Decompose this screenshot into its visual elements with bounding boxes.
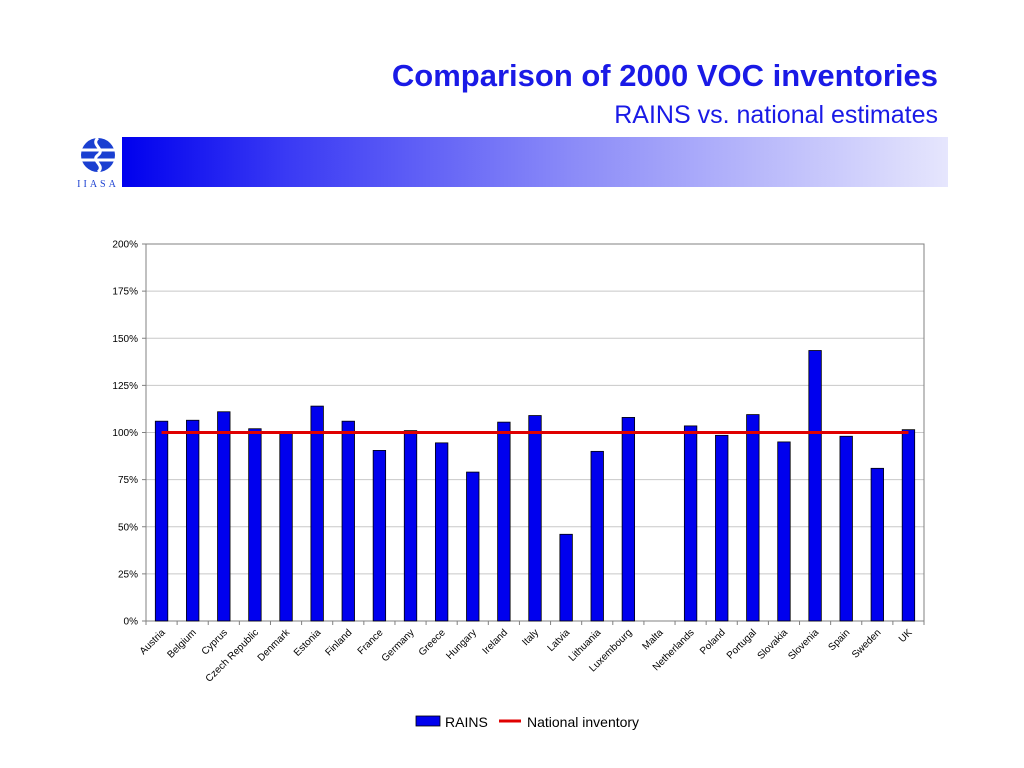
x-tick-label: Denmark: [256, 627, 293, 664]
page-subtitle: RAINS vs. national estimates: [614, 101, 938, 129]
y-axis-ticks: 0% 25% 50% 75% 100% 125% 150% 175% 200%: [112, 240, 146, 628]
bar-hungary: [466, 471, 480, 622]
bar-ireland: [497, 421, 511, 622]
x-tick-label: Sweden: [850, 627, 883, 660]
chart-legend: RAINS National inventory: [415, 714, 639, 730]
bar-france: [372, 450, 387, 622]
bar-germany: [403, 430, 418, 622]
bar-latvia: [559, 533, 573, 622]
bar-poland: [715, 434, 729, 622]
page-title: Comparison of 2000 VOC inventories: [391, 58, 938, 93]
legend-label-national-inventory: National inventory: [527, 714, 639, 730]
bar-slovakia: [777, 441, 791, 622]
x-tick-label: UK: [897, 627, 915, 645]
x-tick-label: Hungary: [444, 627, 479, 662]
svg-text:IIASA: IIASA: [77, 179, 119, 189]
x-tick-label: Latvia: [546, 627, 573, 654]
x-tick-label: Greece: [417, 627, 448, 658]
y-tick-label: 175%: [112, 287, 138, 298]
legend-label-rains: RAINS: [445, 714, 488, 730]
x-tick-label: Finland: [323, 627, 354, 658]
bar-italy: [528, 415, 542, 622]
bar-netherlands: [683, 425, 698, 622]
bar-sweden: [870, 467, 884, 622]
bar-series-rains: [154, 350, 916, 622]
bar-greece: [434, 442, 449, 622]
x-tick-label: Italy: [520, 627, 541, 648]
bar-austria: [154, 420, 169, 622]
bar-denmark: [279, 433, 293, 622]
x-tick-label: France: [356, 627, 386, 657]
x-tick-label: Poland: [698, 627, 728, 657]
x-tick-label: Slovenia: [786, 627, 821, 662]
bar-uk: [901, 429, 916, 622]
y-tick-label: 0%: [124, 617, 139, 628]
bar-portugal: [746, 414, 760, 622]
x-tick-label: Belgium: [165, 627, 198, 660]
bar-slovenia: [808, 350, 822, 622]
y-tick-label: 25%: [118, 569, 138, 580]
y-tick-label: 100%: [112, 428, 138, 439]
y-tick-label: 200%: [112, 240, 138, 251]
x-tick-label: Estonia: [292, 627, 324, 659]
bar-cyprus: [217, 411, 231, 622]
bar-finland: [341, 420, 355, 622]
y-tick-label: 125%: [112, 381, 138, 392]
bar-estonia: [310, 405, 324, 622]
header-banner: [122, 137, 948, 187]
bar-luxembourg: [621, 417, 636, 622]
bar-spain: [839, 435, 853, 622]
x-tick-label: Cyprus: [200, 627, 230, 657]
x-tick-label: Slovakia: [756, 627, 791, 662]
x-tick-label: Portugal: [725, 627, 759, 661]
x-tick-label: Austria: [138, 627, 168, 657]
legend-swatch-rains: [415, 715, 441, 727]
iiasa-logo: IIASA: [76, 135, 120, 190]
bar-lithuania: [590, 450, 604, 622]
x-tick-label: Germany: [380, 627, 417, 664]
y-tick-label: 75%: [118, 475, 138, 486]
x-tick-label: Ireland: [481, 627, 510, 656]
bar-czech-republic: [248, 428, 262, 622]
bar-belgium: [186, 419, 200, 622]
y-tick-label: 150%: [112, 334, 138, 345]
x-tick-label: Spain: [826, 627, 852, 653]
y-tick-label: 50%: [118, 522, 138, 533]
x-tick-label: Malta: [641, 627, 666, 652]
